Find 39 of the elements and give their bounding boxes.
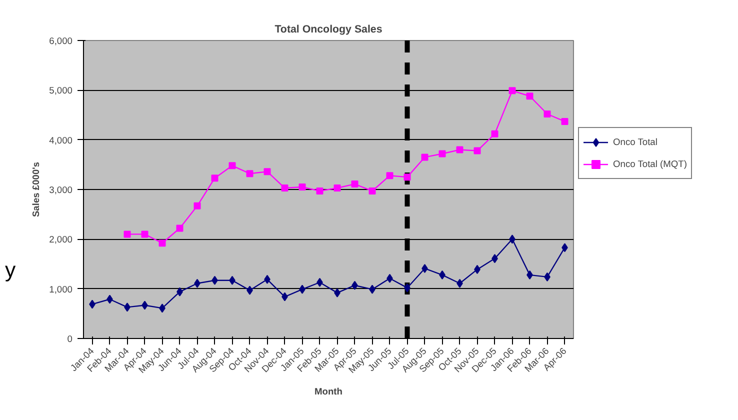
point [526, 92, 534, 100]
y-tick-label: 6,000 [49, 36, 72, 46]
point [316, 187, 324, 194]
point [561, 118, 568, 125]
point [211, 174, 218, 182]
point [281, 184, 288, 192]
y-tick-label: 1,000 [49, 284, 72, 294]
y-axis-title: Sales £000's [31, 162, 42, 218]
y-tick-label: 2,000 [49, 234, 72, 245]
point [456, 146, 464, 154]
point [438, 150, 446, 158]
point [491, 130, 498, 138]
point [228, 162, 236, 170]
point [176, 224, 184, 232]
point [158, 240, 166, 247]
point [141, 230, 148, 238]
point [351, 180, 358, 188]
point [368, 187, 376, 194]
point [124, 230, 131, 238]
legend-label: Onco Total [613, 137, 658, 147]
point [334, 184, 341, 192]
legend-label: Onco Total (MQT) [613, 159, 687, 169]
point [508, 87, 516, 94]
y-tick-label: 4,000 [49, 135, 72, 146]
y-tick-label: 5,000 [49, 86, 72, 96]
text: y [5, 257, 16, 284]
point [246, 170, 254, 178]
y-tick-label: 0 [67, 334, 73, 344]
point [421, 154, 428, 161]
x-axis-title: Month [314, 386, 343, 397]
point [544, 110, 551, 118]
point [386, 172, 394, 180]
point [194, 202, 201, 210]
point [298, 184, 306, 191]
chart-title: Total Oncology Sales [274, 24, 382, 36]
y-tick-label: 3,000 [49, 185, 72, 195]
point [474, 147, 481, 154]
point [404, 174, 411, 181]
point [264, 168, 271, 176]
